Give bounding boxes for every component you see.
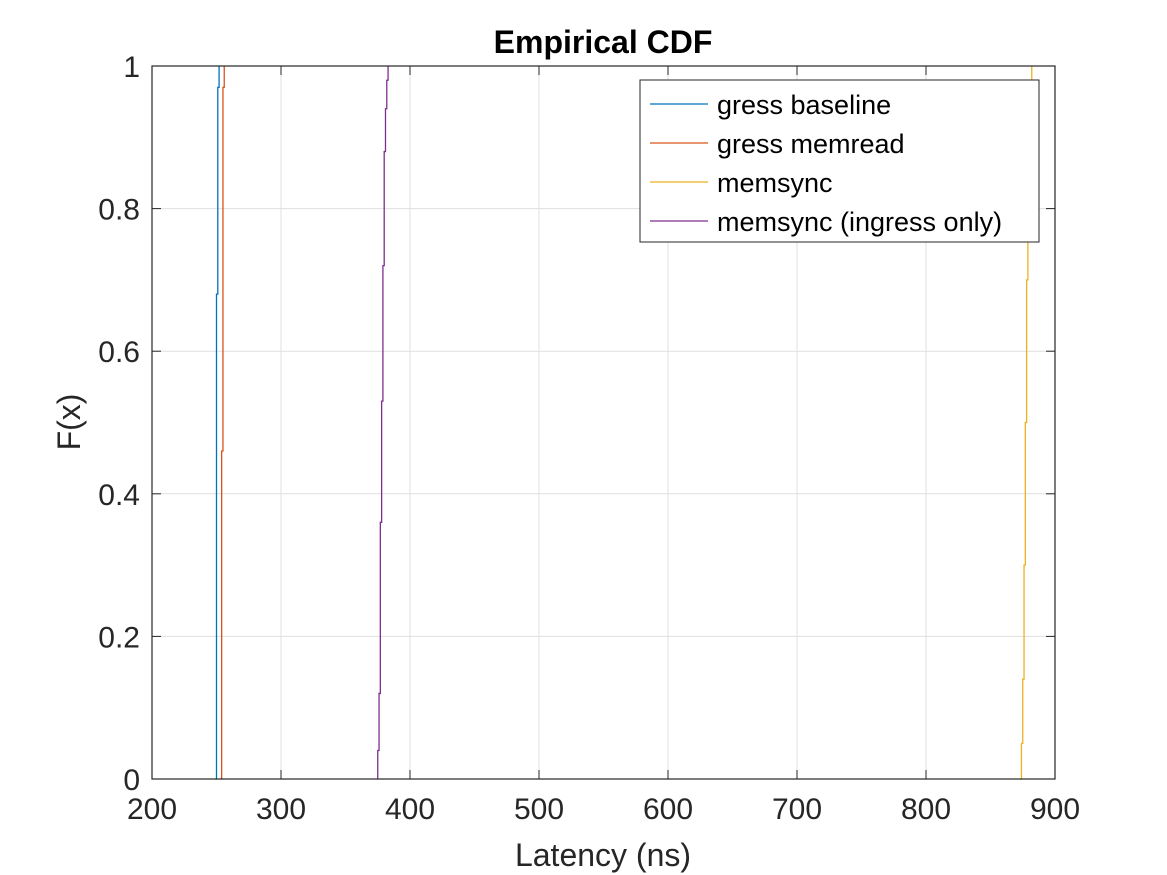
x-tick-label: 200 [127,793,177,826]
y-axis-title: F(x) [51,394,87,451]
legend: gress baseline gress memread memsync memsyn… [639,79,1040,243]
legend-label: memsync [717,168,833,198]
y-tick-label: 0 [123,764,140,797]
x-tick-label: 700 [772,793,822,826]
x-tick-label: 900 [1030,793,1080,826]
legend-box [639,79,1040,243]
y-tick-label: 0.6 [98,336,140,369]
x-tick-label: 300 [256,793,306,826]
y-tick-label: 0.4 [98,479,140,512]
legend-label: gress memread [717,129,905,159]
x-tick-label: 500 [514,793,564,826]
x-axis-title: Latency (ns) [515,837,691,873]
x-tick-label: 800 [901,793,951,826]
y-tick-label: 1 [123,51,140,84]
series-line [220,66,225,780]
legend-label: gress baseline [717,90,891,120]
axis-ticks: 200 300 400 500 600 700 800 900 0 0.2 0.4 0.6 0.8 1 [98,51,1080,826]
chart-title: Empirical CDF [494,24,713,60]
series-line [377,66,389,779]
series-line [215,66,220,780]
y-tick-label: 0.8 [98,194,140,227]
y-tick-label: 0.2 [98,621,140,654]
axes-box [151,65,1056,780]
legend-label: memsync (ingress only) [717,207,1002,237]
x-tick-label: 400 [385,793,435,826]
x-tick-label: 600 [643,793,693,826]
